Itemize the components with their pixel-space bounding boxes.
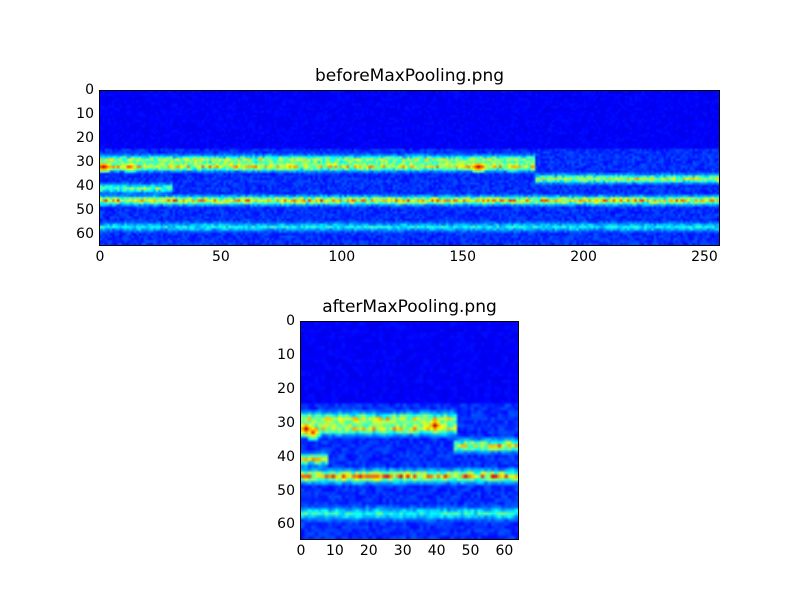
y-tick-label: 0	[85, 82, 94, 98]
x-tick-label: 50	[211, 249, 230, 265]
x-tick-label: 50	[461, 543, 480, 559]
y-tick-label: 50	[76, 202, 94, 219]
y-tick-label: 60	[76, 226, 94, 243]
x-tick-label: 30	[393, 543, 412, 559]
y-tick-label: 20	[277, 380, 295, 397]
x-tick-label: 150	[449, 249, 477, 265]
x-tick-label: 0	[296, 543, 306, 559]
y-tick-label: 50	[277, 482, 295, 499]
y-tick-label: 10	[277, 346, 295, 363]
heatmap-after	[300, 321, 519, 540]
y-tick-label: 40	[277, 448, 295, 465]
y-tick-label: 20	[76, 130, 94, 147]
y-tick-label: 40	[76, 178, 94, 195]
x-tick-label: 40	[427, 543, 446, 559]
y-tick-label: 0	[286, 313, 295, 329]
y-tick-label: 60	[277, 516, 295, 533]
y-tick-label: 30	[277, 414, 295, 431]
chart-title-after: afterMaxPooling.png	[322, 297, 497, 317]
x-tick-label: 20	[359, 543, 378, 559]
x-tick-label: 10	[325, 543, 344, 559]
x-tick-label: 100	[328, 249, 356, 265]
x-tick-label: 250	[691, 249, 718, 265]
x-tick-label: 0	[95, 249, 105, 265]
heatmap-before	[99, 90, 720, 246]
chart-title-before: beforeMaxPooling.png	[314, 66, 505, 86]
y-tick-label: 30	[76, 154, 94, 171]
x-tick-label: 200	[570, 249, 597, 265]
x-tick-label: 60	[495, 543, 514, 559]
heatmap-after-image	[301, 322, 518, 539]
y-tick-label: 10	[76, 106, 94, 123]
heatmap-before-image	[100, 91, 719, 245]
